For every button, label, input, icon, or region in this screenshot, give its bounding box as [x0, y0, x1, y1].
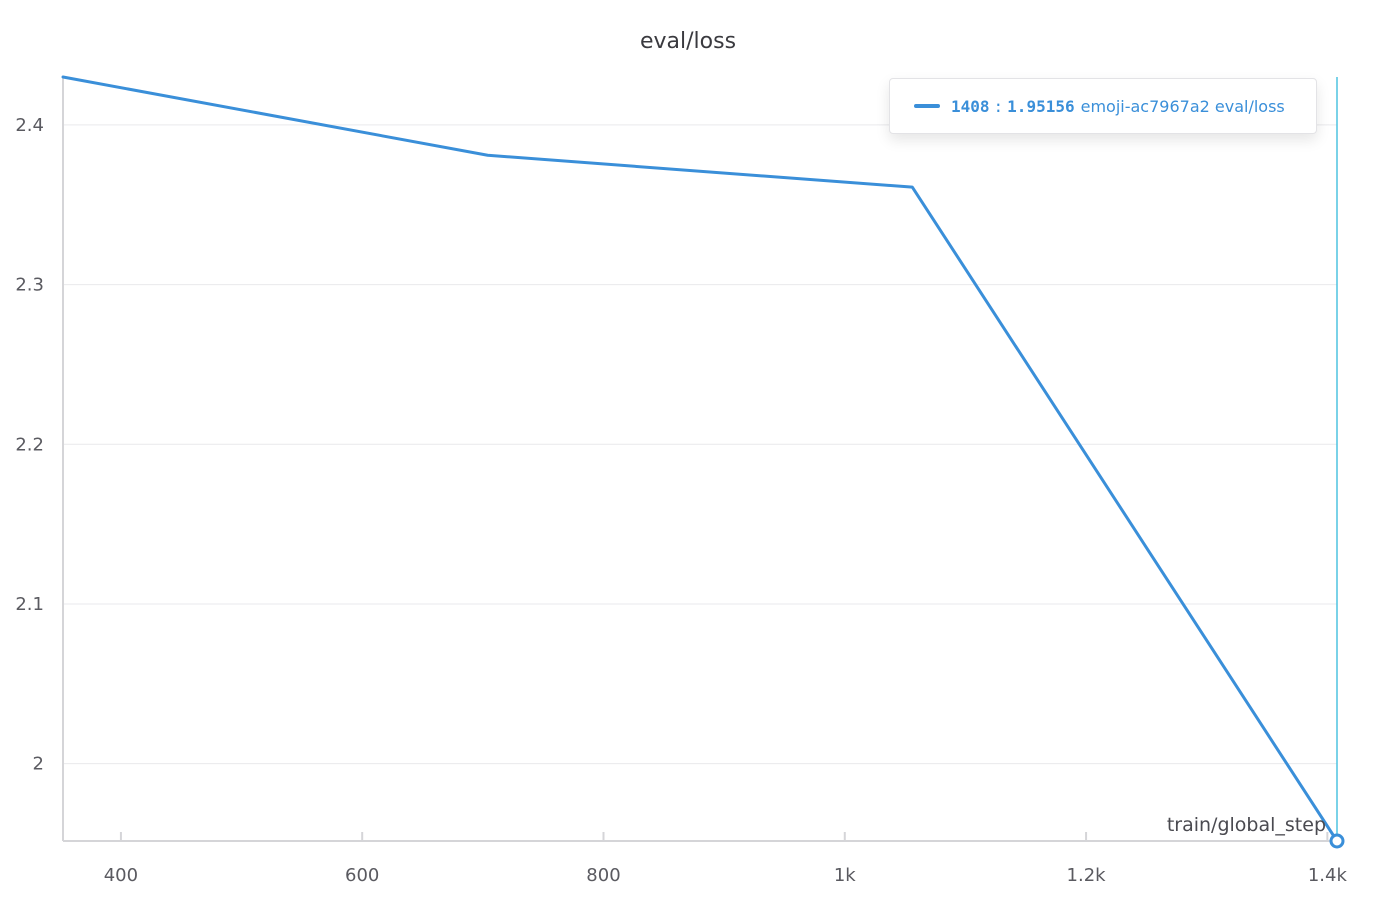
x-tick-label: 600: [345, 865, 379, 886]
tooltip-step: 1408: [951, 96, 990, 116]
series-layer: [61, 75, 1339, 843]
x-tick-label: 1k: [834, 865, 856, 886]
tick-labels: 2 2.1 2.2 2.3 2.4 400 600 800 1k 1.2k 1.4k: [15, 115, 1347, 886]
y-tick-label: 2.4: [15, 115, 44, 136]
hover-point-marker: [1329, 833, 1345, 849]
chart-title: eval/loss: [640, 29, 736, 54]
hover-tooltip: 1408 : 1.95156 emoji-ac7967a2 eval/loss: [889, 78, 1317, 134]
x-tick-label: 400: [104, 865, 138, 886]
x-tick-label: 1.2k: [1067, 865, 1107, 886]
series-swatch-icon: [914, 104, 940, 108]
y-tick-label: 2: [33, 754, 44, 775]
x-tick-label: 1.4k: [1308, 865, 1348, 886]
tooltip-value: 1.95156: [1007, 96, 1075, 116]
y-tick-label: 2.2: [15, 434, 44, 455]
tooltip-run-label: emoji-ac7967a2 eval/loss: [1080, 96, 1285, 116]
y-tick-label: 2.1: [15, 594, 44, 615]
y-tick-label: 2.3: [15, 275, 44, 296]
series-line: [61, 75, 1339, 843]
x-tick-label: 800: [586, 865, 620, 886]
axes: [62, 77, 1343, 842]
tooltip-separator: :: [993, 96, 1004, 116]
gridlines: [63, 124, 1337, 765]
x-axis-label: train/global_step: [1167, 814, 1326, 836]
